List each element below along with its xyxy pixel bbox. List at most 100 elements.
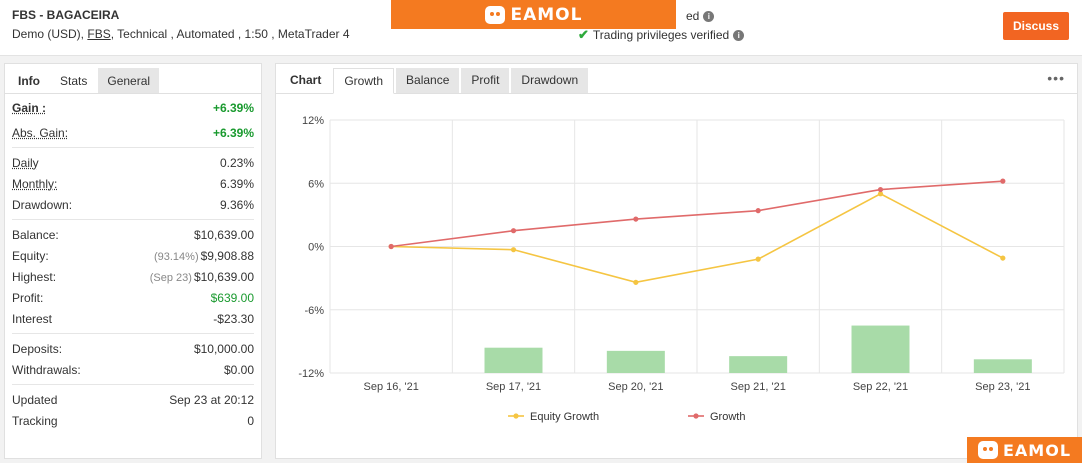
legend-label-growth: Growth bbox=[710, 411, 745, 423]
equity-value: $9,908.88 bbox=[200, 248, 254, 263]
eamol-watermark: EAMOL bbox=[391, 0, 676, 29]
divider bbox=[12, 147, 254, 148]
growth-point bbox=[388, 243, 394, 250]
y-tick-label: 0% bbox=[308, 242, 324, 254]
check-icon: ✔ bbox=[578, 27, 589, 42]
tab-balance[interactable]: Balance bbox=[396, 68, 460, 93]
divider bbox=[12, 384, 254, 385]
watermark-text: EAMOL bbox=[510, 4, 583, 25]
highest-date: (Sep 23) bbox=[149, 271, 192, 284]
broker-link[interactable]: FBS bbox=[87, 27, 111, 41]
eamol-watermark: EAMOL bbox=[967, 437, 1082, 463]
info-icon[interactable]: i bbox=[733, 29, 745, 41]
x-tick-label: Sep 20, '21 bbox=[608, 381, 663, 393]
stat-label: Highest: bbox=[12, 269, 57, 284]
stat-value: $10,000.00 bbox=[193, 341, 254, 356]
stat-row-balance: Balance: $10,639.00 bbox=[12, 224, 254, 245]
trading-privileges-status: ✔ Trading privileges verified i bbox=[578, 27, 745, 43]
equity-growth-point bbox=[877, 191, 884, 197]
info-icon[interactable]: i bbox=[703, 10, 715, 22]
account-subtitle: Demo (USD), FBS, Technical , Automated ,… bbox=[12, 27, 350, 41]
chart-tabs: Chart Growth Balance Profit Drawdown bbox=[276, 64, 1077, 94]
stat-label: Updated bbox=[12, 392, 58, 407]
stat-value: (Sep 23) $10,639.00 bbox=[150, 270, 254, 284]
drawdown-bar bbox=[851, 325, 910, 373]
stat-value: 0 bbox=[247, 413, 254, 428]
stat-row-tracking: Tracking 0 bbox=[12, 410, 254, 431]
stat-label: Monthly: bbox=[12, 176, 58, 191]
stat-value: (93.14%) $9,908.88 bbox=[154, 249, 254, 263]
growth-chart: 12% 6% 0% -6% -12% Sep 16, '21 Sep 17, '21 Sep … bbox=[298, 115, 1065, 423]
stat-row-equity: Equity: (93.14%) $9,908.88 bbox=[12, 245, 254, 266]
stat-row-daily: Daily 0.23% bbox=[12, 152, 254, 173]
robot-icon bbox=[977, 441, 998, 459]
stat-label: Tracking bbox=[12, 413, 58, 428]
stat-row-drawdown: Drawdown: 9.36% bbox=[12, 194, 254, 215]
legend-marker-growth bbox=[693, 413, 699, 419]
drawdown-bar bbox=[729, 356, 788, 373]
stat-row-highest: Highest: (Sep 23) $10,639.00 bbox=[12, 266, 254, 287]
equity-growth-point bbox=[510, 247, 517, 253]
divider bbox=[12, 333, 254, 334]
more-options-icon[interactable]: ••• bbox=[1047, 70, 1065, 86]
drawdown-bar bbox=[484, 347, 543, 373]
tab-growth[interactable]: Growth bbox=[333, 68, 395, 94]
tab-info[interactable]: Info bbox=[9, 68, 49, 93]
account-details: , Technical , Automated , 1:50 , MetaTra… bbox=[110, 27, 350, 41]
stat-row-interest: Interest -$23.30 bbox=[12, 308, 254, 329]
equity-growth-line bbox=[391, 192, 1004, 284]
stat-label: Balance: bbox=[12, 227, 59, 242]
stat-value: 0.23% bbox=[219, 155, 254, 170]
growth-point bbox=[755, 208, 761, 214]
verification-status: ed i bbox=[686, 9, 715, 23]
tab-general[interactable]: General bbox=[98, 68, 160, 93]
x-tick-label: Sep 22, '21 bbox=[853, 381, 908, 393]
highest-value: $10,639.00 bbox=[193, 269, 254, 284]
discuss-button[interactable]: Discuss bbox=[1003, 12, 1069, 40]
stat-row-profit: Profit: $639.00 bbox=[12, 287, 254, 308]
stat-label: Drawdown: bbox=[12, 197, 73, 212]
tab-drawdown[interactable]: Drawdown bbox=[511, 68, 589, 93]
tab-chart[interactable]: Chart bbox=[280, 68, 332, 93]
stat-label: Withdrawals: bbox=[12, 362, 81, 377]
y-tick-label: 6% bbox=[308, 178, 324, 190]
robot-icon bbox=[484, 5, 505, 24]
equity-growth-point bbox=[1000, 255, 1006, 261]
stat-row-monthly: Monthly: 6.39% bbox=[12, 173, 254, 194]
stat-value: $10,639.00 bbox=[193, 227, 254, 242]
stat-label: Deposits: bbox=[12, 341, 63, 356]
stat-row-updated: Updated Sep 23 at 20:12 bbox=[12, 389, 254, 410]
verification-text: ed bbox=[686, 9, 700, 23]
legend-marker-equity-growth bbox=[513, 413, 519, 419]
drawdown-bar bbox=[606, 350, 665, 373]
stat-value: 6.39% bbox=[219, 176, 254, 191]
equity-percent: (93.14%) bbox=[153, 250, 199, 263]
x-tick-label: Sep 17, '21 bbox=[486, 381, 541, 393]
stat-row-gain: Gain : +6.39% bbox=[12, 94, 254, 122]
growth-point bbox=[633, 216, 639, 222]
equity-growth-point bbox=[633, 279, 639, 285]
tab-stats[interactable]: Stats bbox=[51, 68, 97, 93]
tab-profit[interactable]: Profit bbox=[461, 68, 510, 93]
stat-label: Daily bbox=[12, 155, 39, 170]
chart-panel: Chart Growth Balance Profit Drawdown •••… bbox=[275, 63, 1078, 459]
stat-value: +6.39% bbox=[212, 101, 254, 115]
stat-label: Profit: bbox=[12, 290, 44, 305]
growth-point bbox=[510, 228, 517, 234]
stat-row-withdrawals: Withdrawals: $0.00 bbox=[12, 359, 254, 380]
stat-value: $0.00 bbox=[223, 362, 254, 377]
legend-label-equity-growth: Equity Growth bbox=[530, 411, 599, 423]
growth-point bbox=[1000, 178, 1006, 184]
account-type: Demo (USD), bbox=[12, 27, 85, 41]
stats-panel: Info Stats General Gain : +6.39% Abs. Ga… bbox=[4, 63, 262, 459]
stat-value: -$23.30 bbox=[213, 311, 254, 326]
y-tick-label: -6% bbox=[304, 305, 324, 317]
y-tick-label: 12% bbox=[302, 115, 324, 127]
equity-growth-point bbox=[755, 256, 761, 262]
trading-privileges-text: Trading privileges verified bbox=[592, 28, 730, 42]
stat-label: Abs. Gain: bbox=[12, 125, 69, 140]
stat-value: $639.00 bbox=[210, 290, 254, 305]
stats-list: Gain : +6.39% Abs. Gain: +6.39% Daily 0.… bbox=[5, 94, 261, 431]
x-tick-label: Sep 21, '21 bbox=[731, 381, 786, 393]
stat-value: +6.39% bbox=[212, 125, 254, 140]
